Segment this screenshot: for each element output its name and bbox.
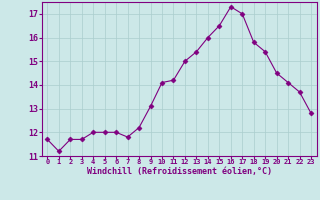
X-axis label: Windchill (Refroidissement éolien,°C): Windchill (Refroidissement éolien,°C) [87,167,272,176]
